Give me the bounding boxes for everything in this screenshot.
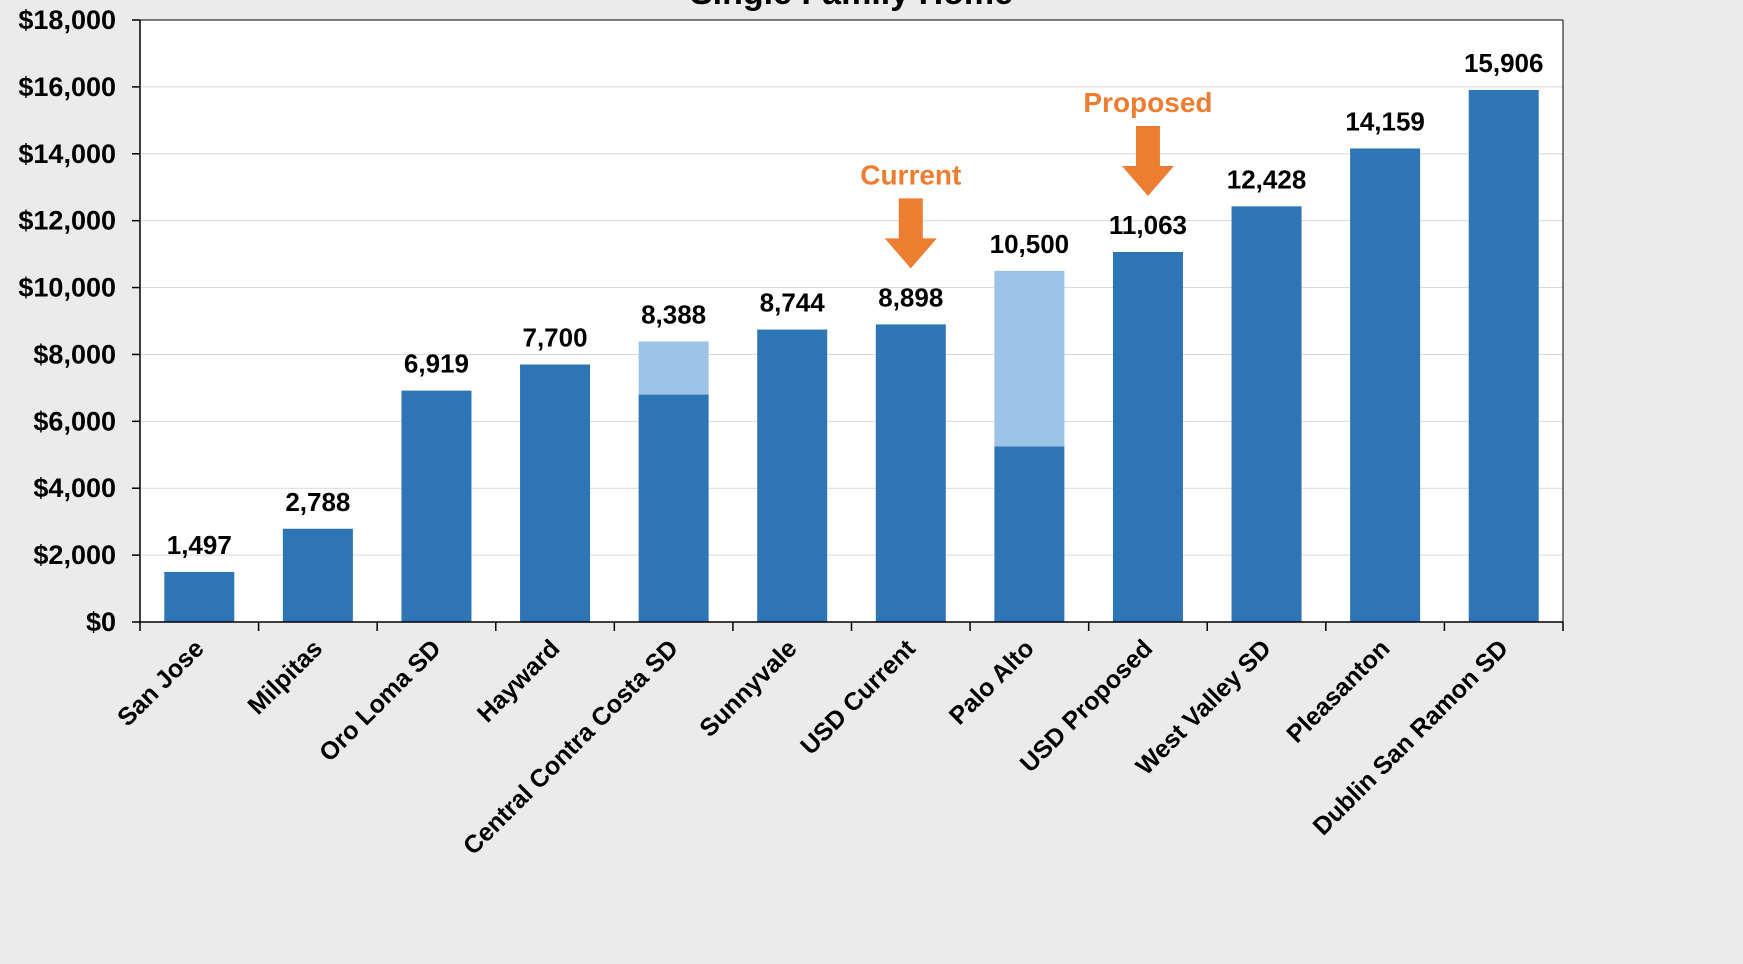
bar-central-contra-costa-sd-segment-1 bbox=[638, 341, 709, 395]
bar-palo-alto bbox=[994, 446, 1065, 622]
x-tick-label-central-contra-costa-sd: Central Contra Costa SD bbox=[458, 634, 684, 860]
data-label-palo-alto: 10,500 bbox=[990, 229, 1070, 259]
y-tick-label: $4,000 bbox=[33, 473, 116, 503]
bar-usd-current bbox=[875, 324, 946, 622]
bar-usd-proposed bbox=[1112, 252, 1183, 623]
x-tick-label-milpitas: Milpitas bbox=[243, 634, 329, 720]
bar-west-valley-sd bbox=[1231, 206, 1302, 622]
data-label-milpitas: 2,788 bbox=[285, 487, 350, 517]
data-label-oro-loma-sd: 6,919 bbox=[404, 349, 469, 379]
data-label-dublin-san-ramon-sd: 15,906 bbox=[1464, 48, 1544, 78]
annotation-label-current: Current bbox=[860, 159, 961, 190]
y-tick-label: $14,000 bbox=[18, 139, 116, 169]
data-label-hayward: 7,700 bbox=[523, 322, 588, 352]
data-label-central-contra-costa-sd: 8,388 bbox=[641, 299, 706, 329]
x-tick-label-palo-alto: Palo Alto bbox=[944, 634, 1040, 730]
x-tick-label-oro-loma-sd: Oro Loma SD bbox=[314, 634, 447, 767]
plot-area bbox=[140, 20, 1563, 622]
data-label-usd-current: 8,898 bbox=[878, 282, 943, 312]
data-label-pleasanton: 14,159 bbox=[1345, 106, 1425, 136]
bar-oro-loma-sd bbox=[401, 390, 472, 622]
x-tick-label-sunnyvale: Sunnyvale bbox=[694, 634, 802, 742]
chart-title: Single Family Home bbox=[690, 0, 1013, 12]
x-tick-label-san-jose: San Jose bbox=[112, 634, 209, 731]
bar-central-contra-costa-sd bbox=[638, 394, 709, 622]
data-label-usd-proposed: 11,063 bbox=[1109, 210, 1187, 240]
x-tick-label-dublin-san-ramon-sd: Dublin San Ramon SD bbox=[1308, 634, 1514, 840]
bar-san-jose bbox=[164, 571, 235, 622]
y-tick-label: $2,000 bbox=[33, 540, 116, 570]
x-tick-label-pleasanton: Pleasanton bbox=[1281, 634, 1395, 748]
bar-dublin-san-ramon-sd bbox=[1468, 90, 1539, 623]
annotation-arrow-proposed bbox=[1121, 126, 1174, 197]
data-label-san-jose: 1,497 bbox=[167, 530, 232, 560]
y-tick-label: $16,000 bbox=[18, 72, 116, 102]
bar-sunnyvale bbox=[757, 329, 828, 622]
data-label-sunnyvale: 8,744 bbox=[760, 288, 826, 318]
annotation-label-proposed: Proposed bbox=[1083, 87, 1212, 118]
bar-pleasanton bbox=[1350, 148, 1421, 622]
annotation-arrow-current bbox=[884, 198, 937, 269]
y-tick-label: $0 bbox=[86, 607, 116, 637]
data-label-west-valley-sd: 12,428 bbox=[1227, 164, 1307, 194]
x-tick-label-hayward: Hayward bbox=[472, 634, 565, 727]
y-tick-label: $18,000 bbox=[18, 5, 116, 35]
bar-milpitas bbox=[282, 528, 353, 622]
y-tick-label: $12,000 bbox=[18, 206, 116, 236]
y-tick-label: $8,000 bbox=[33, 339, 116, 369]
y-tick-label: $6,000 bbox=[33, 406, 116, 436]
x-tick-label-usd-current: USD Current bbox=[795, 634, 921, 760]
bar-palo-alto-segment-1 bbox=[994, 270, 1065, 447]
bar-hayward bbox=[520, 364, 591, 622]
y-tick-label: $10,000 bbox=[18, 273, 116, 303]
